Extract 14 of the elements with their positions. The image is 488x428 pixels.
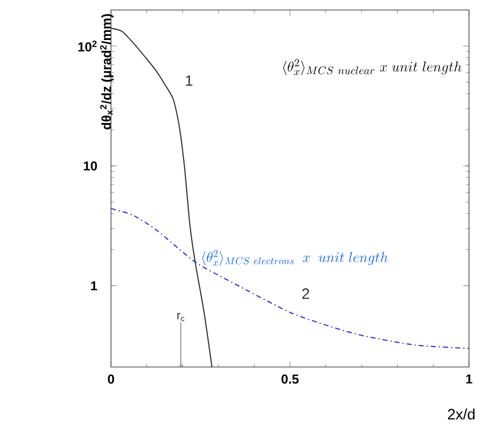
annotation: $\langle\theta_{x}^{2}\rangle_{MCS\ electrons}\ \ x\ \ unit\ length$	[202, 250, 388, 266]
y-tick-label: 10$^{2}$	[78, 40, 97, 52]
line-series	[110, 208, 470, 349]
y-tick-label: 1	[91, 281, 98, 290]
x-tick-label: 0	[108, 374, 114, 384]
annotation: $\langle\theta_{x}^{2}\rangle_{MCS\ nuclear}\ x\ unit\ length$	[283, 58, 462, 76]
x-axis-title: 2x/d	[448, 408, 475, 420]
y-axis-title: dθ$_{x}$$^{2}$/dz (μrad$^{2}$/mm)	[100, 14, 114, 130]
y-tick-label: 10	[84, 161, 97, 170]
x-tick-label: 0.5	[282, 374, 299, 384]
x-tick-label: 1	[466, 374, 472, 384]
annotation: 2	[302, 288, 310, 299]
annotation: 1	[186, 75, 192, 86]
annotation: r$_{c}$	[177, 312, 184, 322]
